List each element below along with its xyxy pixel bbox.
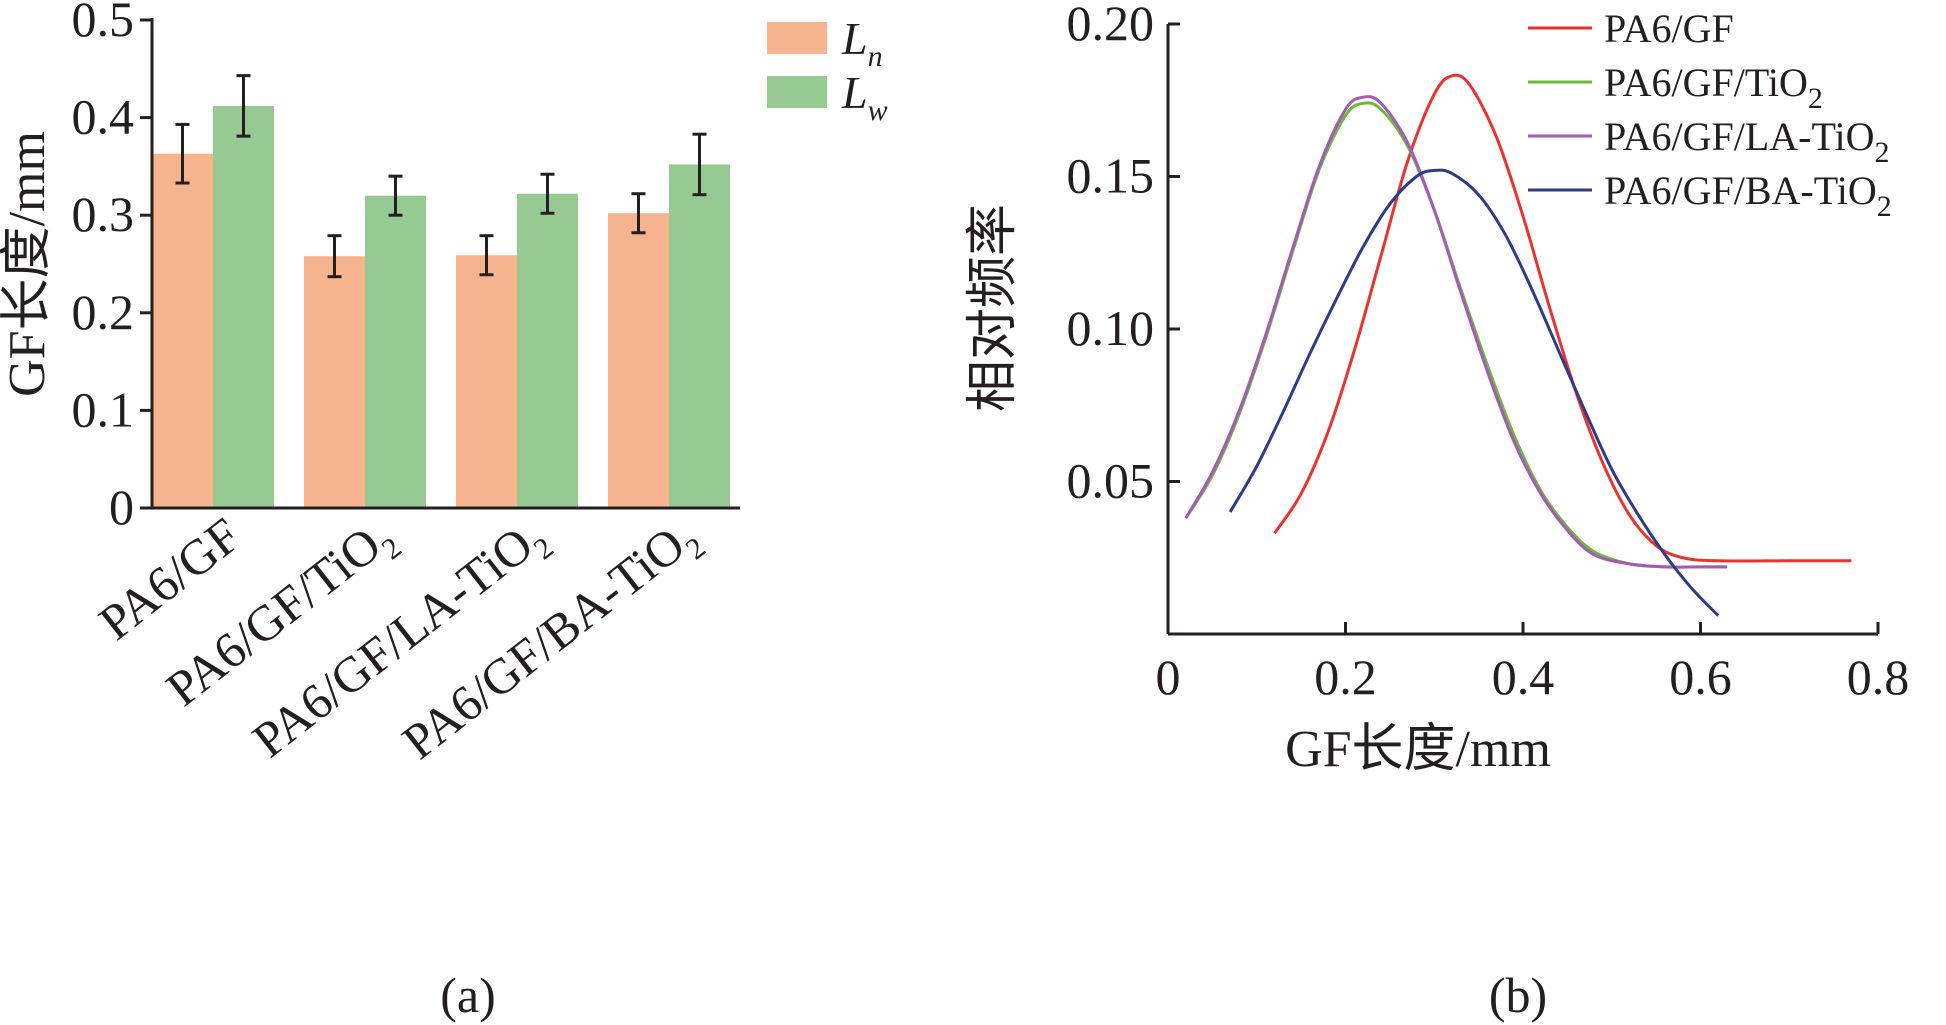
series-line-0 [1273, 73, 1852, 563]
error-bar-ln-1 [327, 234, 342, 279]
x-tick-label: 0.6 [1669, 649, 1732, 705]
y-tick-label: 0.1 [72, 381, 135, 437]
x-tick-label: 0.8 [1847, 649, 1910, 705]
legend-swatch-lw [767, 76, 827, 108]
legend-label-lw: Lw [841, 67, 888, 127]
series-line-3 [1228, 168, 1720, 617]
bar-lw-2 [517, 193, 578, 508]
x-tick-label: 0.4 [1492, 649, 1555, 705]
bar-ln-2 [456, 255, 517, 508]
error-bar-lw-0 [236, 74, 251, 138]
error-bar-lw-1 [388, 174, 403, 217]
legend-label-3: PA6/GF/BA-TiO2 [1604, 168, 1892, 223]
bar-lw-3 [669, 164, 730, 508]
x-tick-label: 0 [1156, 649, 1181, 705]
bar-lw-0 [213, 105, 274, 508]
series-line-2 [1184, 95, 1728, 569]
legend-swatch-ln [767, 22, 827, 54]
x-axis-title: GF长度/mm [1285, 721, 1551, 778]
y-tick-label: 0.05 [1067, 453, 1155, 509]
panel-b-line-chart: 0 0.2 0.4 0.6 0.8 0.05 0.10 0.15 0.20 GF长度/mm 相对频率… [965, 0, 1909, 1023]
panel-label-b: (b) [1489, 967, 1547, 1023]
y-tick-label: 0.5 [72, 0, 135, 47]
legend-label-ln: Ln [841, 13, 883, 73]
y-tick-label: 0.4 [72, 89, 135, 145]
bar-ln-0 [152, 153, 213, 508]
y-axis-title: 相对频率 [965, 204, 1022, 412]
y-tick-label: 0.20 [1067, 0, 1155, 51]
legend-label-1: PA6/GF/TiO2 [1604, 60, 1823, 115]
panel-label-a: (a) [440, 967, 496, 1023]
x-tick-label: 0.2 [1314, 649, 1377, 705]
y-tick-label: 0.10 [1067, 300, 1155, 356]
y-tick-label: 0.2 [72, 284, 135, 340]
error-bar-lw-2 [540, 172, 555, 215]
error-bar-lw-3 [692, 132, 707, 197]
bar-lw-1 [365, 195, 426, 508]
legend-label-0: PA6/GF [1604, 6, 1734, 51]
y-tick-label: 0.15 [1067, 148, 1155, 204]
bar-ln-1 [304, 256, 365, 508]
y-axis-title: GF长度/mm [0, 131, 56, 397]
bar-ln-3 [608, 213, 669, 509]
legend-label-2: PA6/GF/LA-TiO2 [1604, 114, 1890, 169]
panel-a-bar-chart: 00.10.20.30.40.5GF长度/mmPA6/GFPA6/GF/TiO2… [0, 0, 888, 1023]
error-bar-ln-2 [479, 234, 494, 277]
y-tick-label: 0.3 [72, 186, 135, 242]
error-bar-ln-0 [175, 122, 190, 185]
error-bar-ln-3 [631, 192, 646, 235]
y-tick-label: 0 [109, 479, 134, 535]
